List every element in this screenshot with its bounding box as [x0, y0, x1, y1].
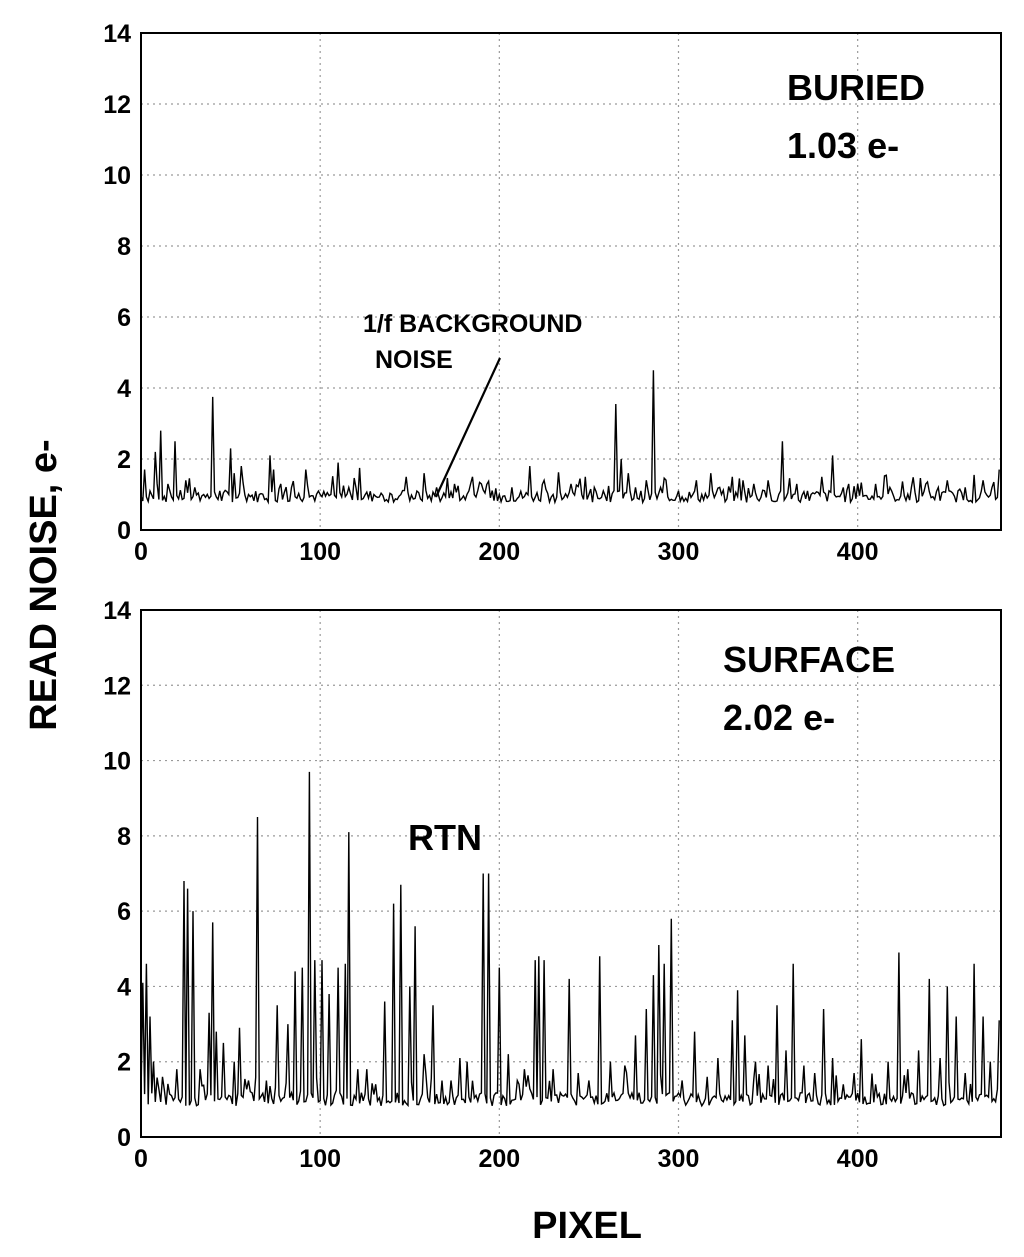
- bottom-tick-labels: 0 100 200 300 400 0 2 4 6 8 10 12 14: [103, 597, 878, 1173]
- top-x-tick-label: 300: [658, 538, 700, 566]
- top-x-tick-label: 100: [299, 538, 341, 566]
- bottom-x-tick-label: 200: [478, 1145, 520, 1173]
- top-noise-series: [140, 370, 1000, 505]
- top-y-tick-label: 2: [117, 446, 131, 474]
- bottom-panel: 0 100 200 300 400 0 2 4 6 8 10 12 14 SURFACE 2.02 e-…: [103, 597, 1002, 1173]
- top-grid: [141, 33, 1001, 530]
- surface-noise-value: 2.02 e-: [723, 697, 835, 738]
- top-y-tick-label: 14: [103, 20, 131, 48]
- x-axis-label: PIXEL: [532, 1205, 642, 1247]
- bottom-y-tick-label: 10: [103, 748, 131, 776]
- buried-noise-value: 1.03 e-: [787, 125, 899, 166]
- top-y-tick-label: 4: [117, 375, 131, 403]
- top-y-tick-label: 8: [117, 233, 131, 261]
- top-x-tick-label: 0: [134, 538, 148, 566]
- top-x-tick-label: 200: [478, 538, 520, 566]
- bottom-plot-frame: [140, 609, 1002, 1138]
- top-y-tick-label: 12: [103, 91, 131, 119]
- top-y-tick-label: 6: [117, 304, 131, 332]
- bottom-y-tick-label: 12: [103, 672, 131, 700]
- bottom-y-tick-label: 14: [103, 597, 131, 625]
- top-y-tick-label: 0: [117, 517, 131, 545]
- top-tick-labels: 0 100 200 300 400 0 2 4 6 8 10 12 14: [103, 20, 878, 566]
- buried-label: BURIED: [787, 67, 925, 108]
- bottom-y-tick-label: 2: [117, 1049, 131, 1077]
- background-noise-pointer: [435, 357, 501, 498]
- bottom-x-tick-label: 100: [299, 1145, 341, 1173]
- surface-label: SURFACE: [723, 639, 895, 680]
- top-plot-frame: [140, 32, 1002, 531]
- top-y-tick-label: 10: [103, 162, 131, 190]
- background-noise-callout-line2: NOISE: [375, 346, 453, 374]
- bottom-noise-series: [140, 771, 1000, 1108]
- bottom-x-tick-label: 300: [658, 1145, 700, 1173]
- bottom-y-tick-label: 6: [117, 898, 131, 926]
- bottom-y-tick-label: 4: [117, 973, 131, 1001]
- top-x-tick-label: 400: [837, 538, 879, 566]
- rtn-label: RTN: [408, 817, 482, 858]
- bottom-y-tick-label: 8: [117, 823, 131, 851]
- background-noise-callout-line1: 1/f BACKGROUND: [363, 310, 582, 338]
- y-axis-label: READ NOISE, e-: [23, 439, 65, 730]
- bottom-x-tick-label: 0: [134, 1145, 148, 1173]
- bottom-x-tick-label: 400: [837, 1145, 879, 1173]
- bottom-y-tick-label: 0: [117, 1124, 131, 1152]
